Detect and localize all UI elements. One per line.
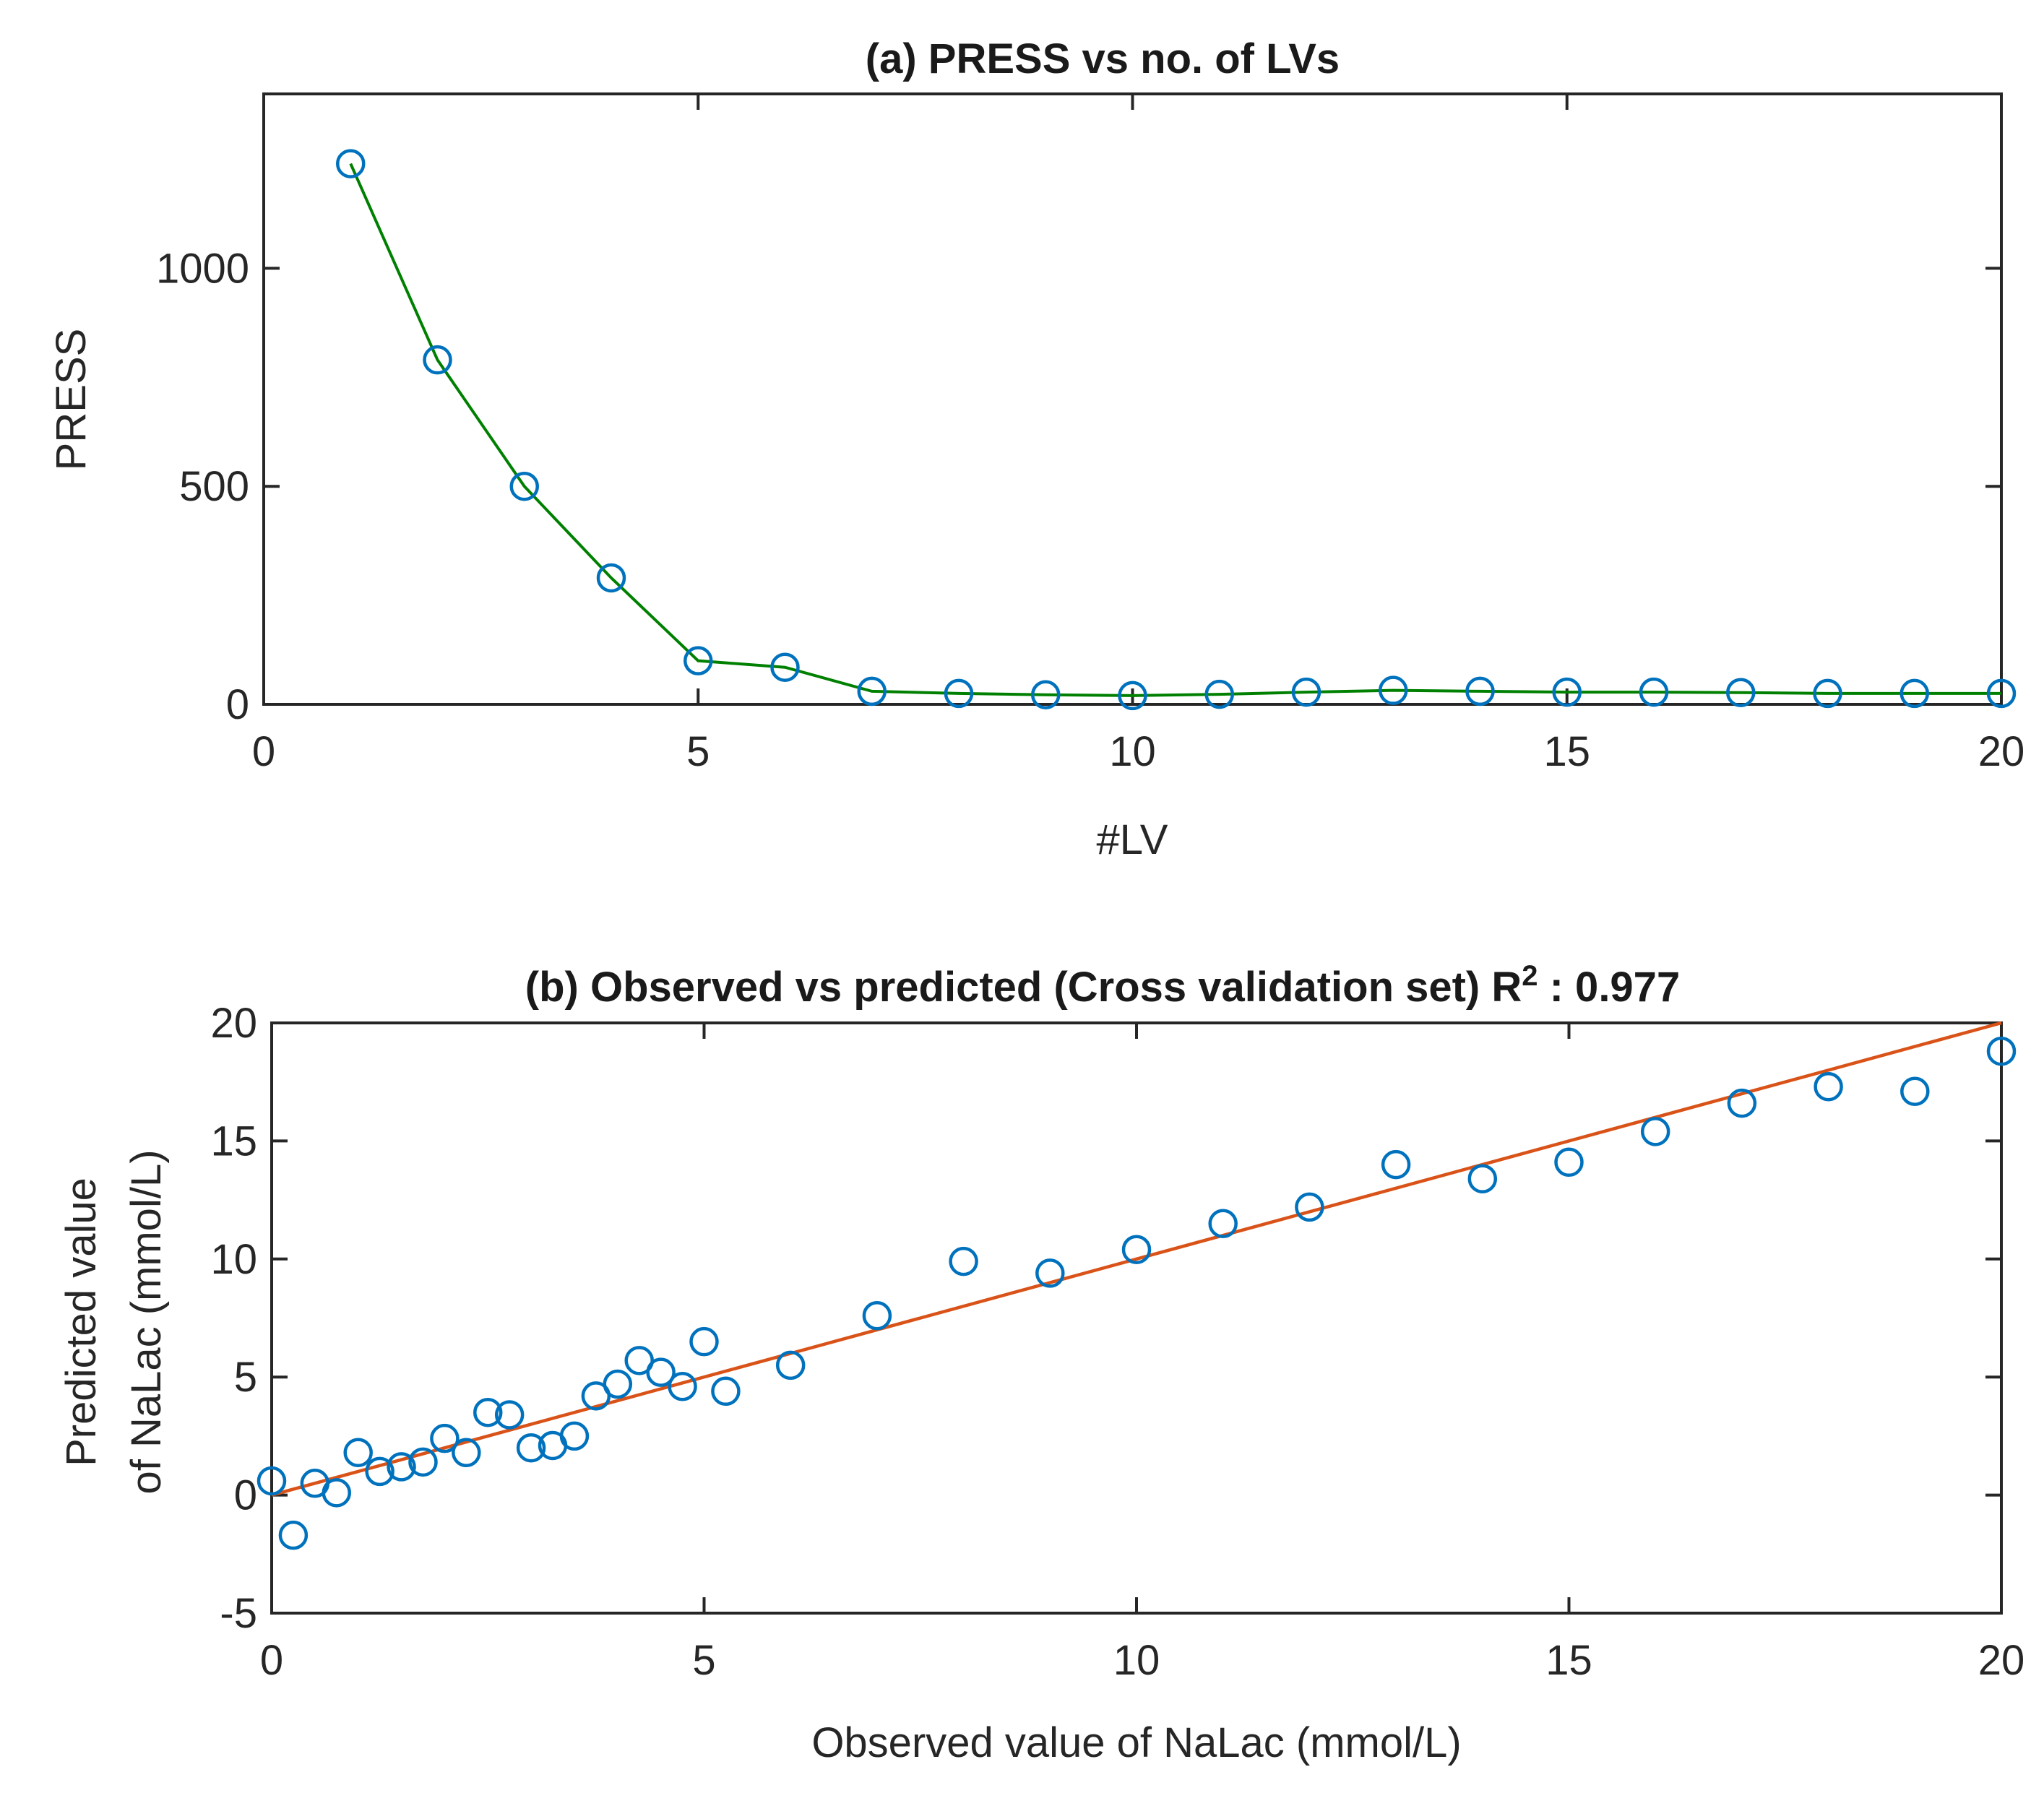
prediction-data-point — [278, 1520, 309, 1550]
prediction-data-point — [494, 1400, 525, 1430]
prediction-data-point — [1295, 1192, 1324, 1222]
observed-vs-predicted-x-tick-label: 5 — [692, 1637, 715, 1684]
press-data-point — [596, 563, 626, 593]
press-data-point — [1204, 679, 1234, 709]
prediction-data-point — [322, 1478, 352, 1508]
prediction-data-point — [646, 1357, 676, 1387]
observed-vs-predicted-x-tick-label: 10 — [1113, 1637, 1160, 1684]
observed-vs-predicted-y-tick-label: 15 — [210, 1118, 257, 1165]
prediction-data-point — [408, 1447, 438, 1477]
press-chart-x-axis-label: #LV — [1097, 816, 1168, 863]
press-chart-y-tick-label: 500 — [179, 463, 249, 510]
press-data-point — [684, 646, 713, 675]
prediction-data-point — [711, 1376, 741, 1407]
prediction-data-point — [862, 1300, 892, 1331]
press-chart-x-tick-label: 15 — [1543, 728, 1590, 775]
observed-vs-predicted-y-tick-label: 20 — [210, 1000, 257, 1047]
prediction-data-point — [365, 1456, 394, 1487]
observed-vs-predicted-y-tick-label: 5 — [234, 1354, 257, 1401]
observed-vs-predicted-x-tick-label: 15 — [1545, 1637, 1592, 1684]
press-chart-y-tick-label: 0 — [226, 681, 249, 728]
press-chart-line-layer — [349, 163, 2001, 697]
press-chart-panel: (a) PRESS vs no. of LVs 0 5 10 15 20 0 500 1000… — [48, 35, 2024, 863]
press-series-line — [349, 163, 2001, 697]
y-axis-label-line-2: of NaLac (mmol/L) — [123, 1149, 170, 1494]
press-data-point — [1552, 677, 1582, 707]
prediction-data-point — [1035, 1258, 1065, 1288]
observed-vs-predicted-y-tick-label: 0 — [234, 1472, 257, 1519]
prediction-data-point — [1727, 1088, 1757, 1118]
press-data-point — [1813, 678, 1842, 709]
observed-vs-predicted-points-layer — [256, 1036, 2017, 1550]
press-chart-x-tick-label: 10 — [1109, 728, 1156, 775]
prediction-data-point — [343, 1438, 373, 1468]
press-chart-y-axis-label: PRESS — [48, 329, 95, 471]
press-data-point — [1899, 678, 1929, 709]
press-data-point — [1291, 677, 1321, 707]
fit-line-layer — [271, 1021, 2002, 1497]
press-data-point — [1379, 675, 1408, 705]
press-chart-axes — [262, 92, 2003, 706]
press-data-point — [1031, 680, 1061, 709]
observed-vs-predicted-y-tick-label: 10 — [210, 1236, 257, 1283]
press-data-point — [1639, 677, 1669, 707]
press-data-point — [423, 345, 452, 375]
y-axis-label-line-1: Predicted value — [58, 1178, 105, 1466]
prediction-data-point — [668, 1372, 697, 1401]
press-data-point — [857, 676, 887, 707]
title-superscript: 2 — [1522, 960, 1538, 992]
prediction-data-point — [1121, 1235, 1152, 1264]
press-chart-points-layer — [336, 149, 2017, 711]
press-data-point — [509, 471, 539, 501]
observed-vs-predicted-title: (b) Observed vs predicted (Cross validat… — [525, 960, 1680, 1011]
prediction-data-point — [473, 1397, 503, 1427]
ideal-fit-line — [271, 1021, 2002, 1497]
title-r2-value: : 0.977 — [1538, 964, 1681, 1011]
prediction-data-point — [452, 1438, 481, 1468]
press-data-point — [1986, 678, 2017, 709]
press-chart-y-tick-label: 1000 — [156, 245, 249, 292]
observed-vs-predicted-y-axis-label: Predicted value of NaLac (mmol/L) — [58, 1149, 170, 1494]
prediction-data-point — [775, 1350, 806, 1381]
press-chart-x-tick-label: 5 — [686, 728, 710, 775]
press-data-point — [336, 149, 366, 178]
observed-vs-predicted-x-axis-label: Observed value of NaLac (mmol/L) — [811, 1719, 1461, 1766]
prediction-data-point — [1381, 1149, 1411, 1180]
prediction-data-point — [949, 1246, 978, 1276]
prediction-data-point — [1208, 1209, 1238, 1239]
observed-vs-predicted-x-tick-label: 20 — [1978, 1637, 2025, 1684]
prediction-data-point — [1554, 1147, 1584, 1178]
prediction-data-point — [603, 1369, 633, 1399]
observed-vs-predicted-x-tick-label: 0 — [260, 1637, 283, 1684]
press-data-point — [1465, 676, 1495, 707]
prediction-data-point — [1640, 1117, 1670, 1146]
prediction-data-point — [1900, 1076, 1930, 1107]
prediction-data-point — [387, 1452, 416, 1482]
prediction-data-point — [516, 1433, 546, 1463]
prediction-data-point — [1986, 1036, 2017, 1066]
press-chart-x-tick-label: 0 — [252, 728, 275, 775]
press-data-point — [944, 678, 974, 709]
observed-vs-predicted-axes — [270, 1021, 2003, 1615]
press-chart-title: (a) PRESS vs no. of LVs — [866, 35, 1340, 82]
press-chart-ticks: 0 5 10 15 20 0 500 1000 — [156, 94, 2024, 775]
prediction-data-point — [430, 1423, 460, 1453]
observed-vs-predicted-panel: (b) Observed vs predicted (Cross validat… — [58, 960, 2024, 1766]
prediction-data-point — [1814, 1071, 1843, 1102]
prediction-data-point — [689, 1326, 719, 1357]
observed-vs-predicted-y-tick-label: -5 — [220, 1590, 257, 1637]
title-main: (b) Observed vs predicted (Cross validat… — [525, 964, 1522, 1011]
prediction-data-point — [559, 1421, 590, 1451]
press-data-point — [770, 652, 800, 682]
press-data-point — [1118, 681, 1147, 711]
press-chart-x-tick-label: 20 — [1978, 728, 2025, 775]
prediction-data-point — [1467, 1164, 1498, 1193]
press-data-point — [1726, 678, 1756, 707]
prediction-data-point — [256, 1466, 287, 1496]
